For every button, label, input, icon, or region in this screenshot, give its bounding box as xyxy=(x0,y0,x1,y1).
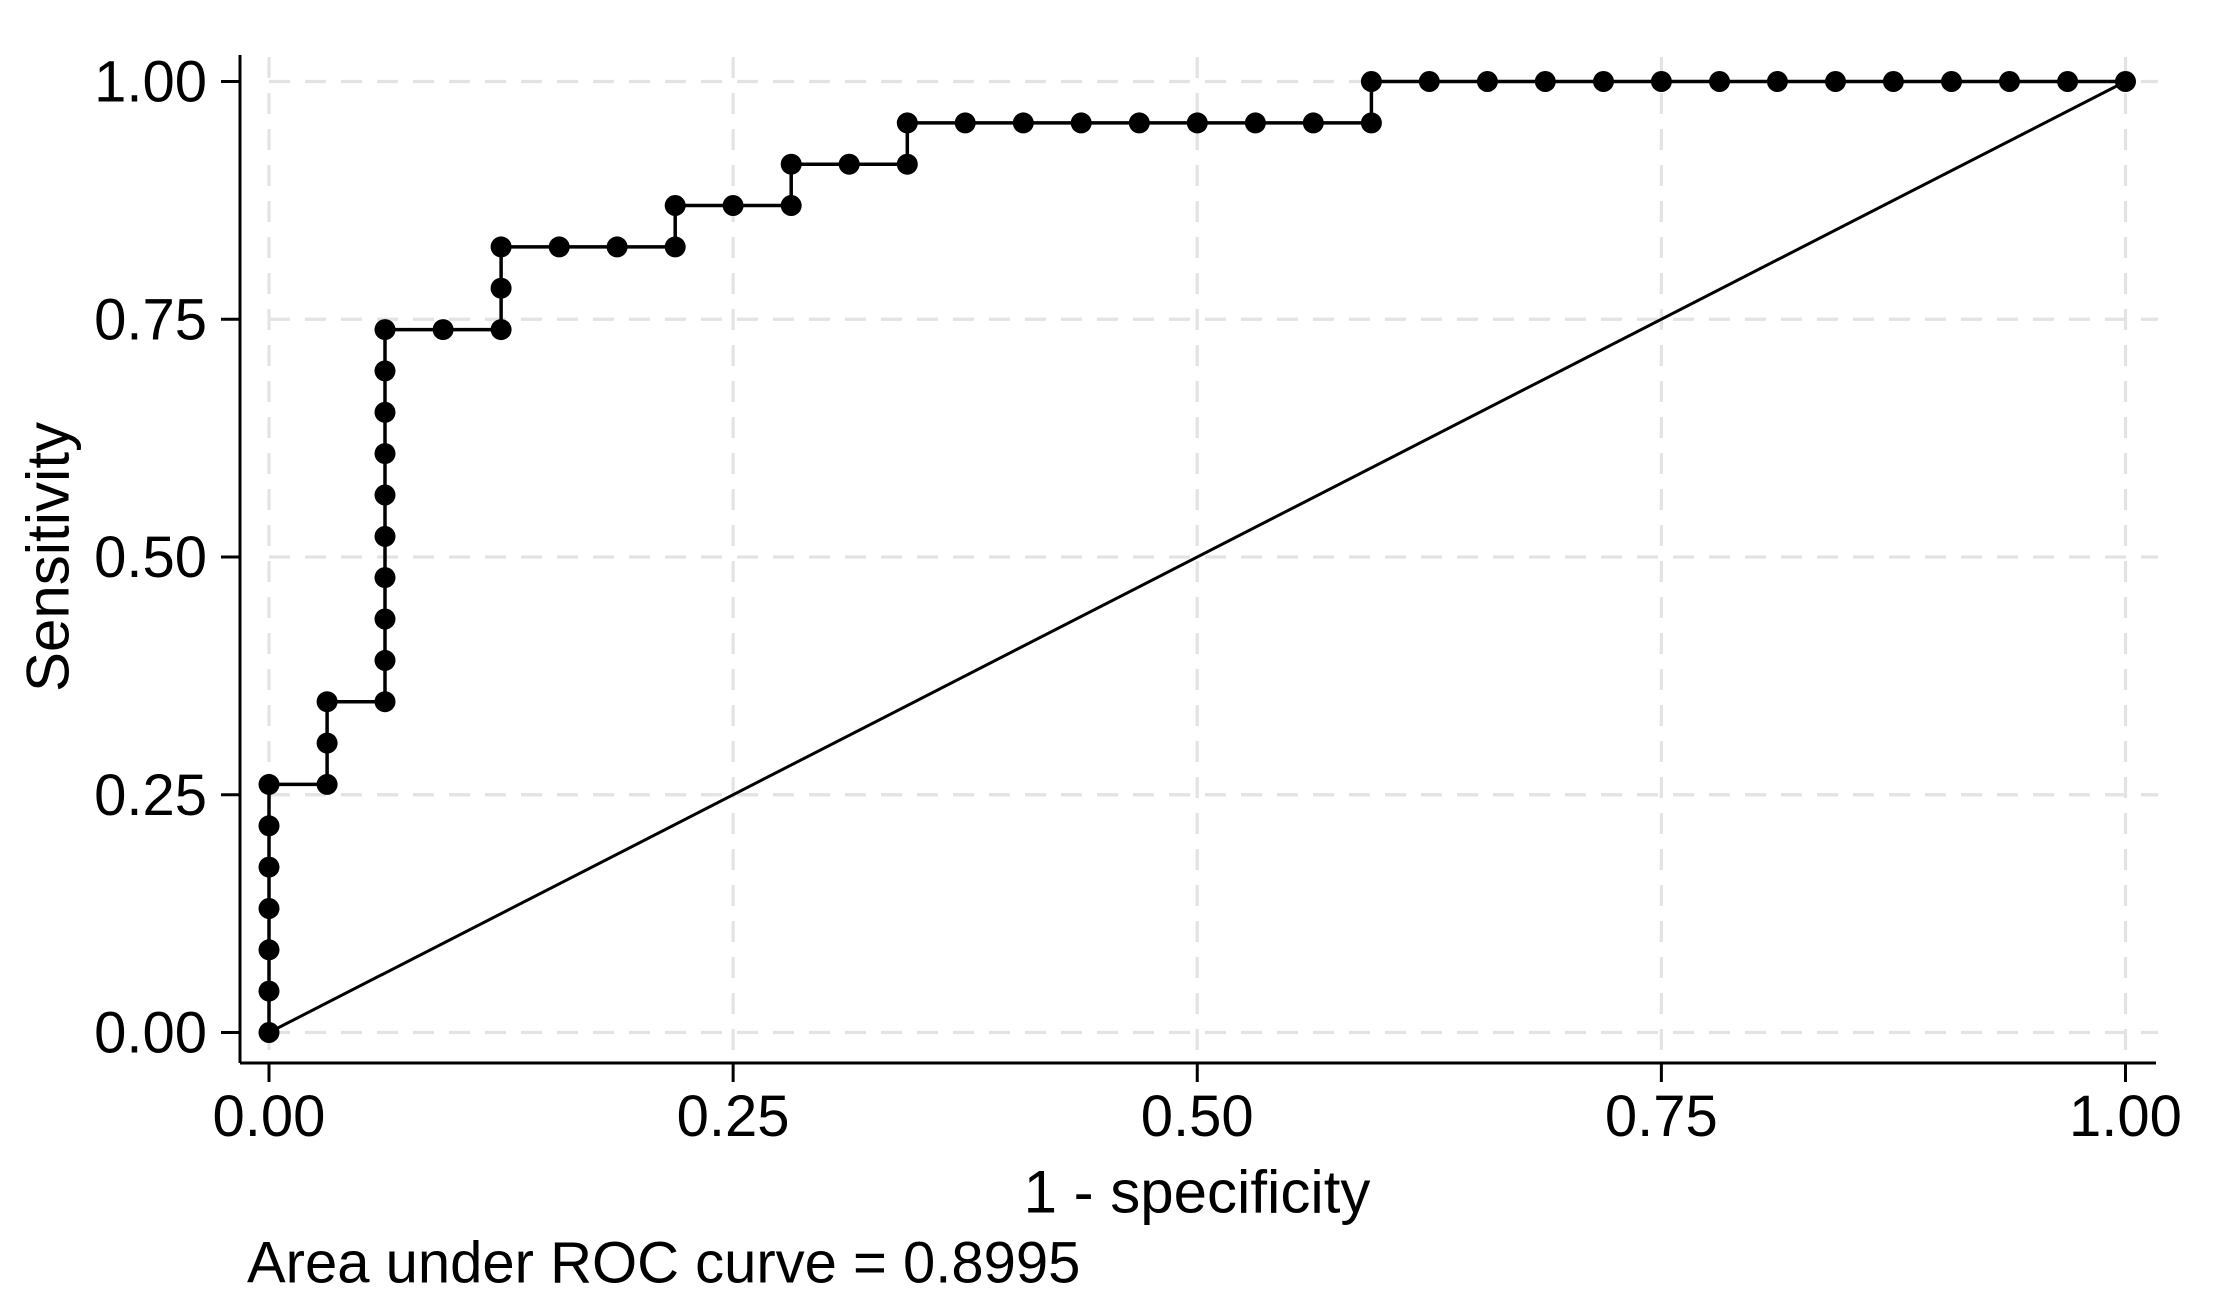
x-tick-label: 0.00 xyxy=(213,1084,326,1149)
y-axis-title: Sensitivity xyxy=(14,421,82,693)
roc-point-marker xyxy=(1941,71,1962,92)
roc-curve xyxy=(258,71,2136,1043)
roc-point-marker xyxy=(1418,71,1440,92)
roc-point-marker xyxy=(1070,112,1092,134)
roc-point-marker xyxy=(374,360,396,382)
roc-point-marker xyxy=(1650,71,1672,92)
roc-point-marker xyxy=(490,277,512,299)
roc-point-marker xyxy=(374,319,396,341)
roc-point-marker xyxy=(374,649,396,671)
x-tick-label: 1.00 xyxy=(2069,1084,2182,1149)
roc-point-marker xyxy=(2115,71,2136,92)
roc-point-marker xyxy=(606,236,628,258)
roc-point-marker xyxy=(1128,112,1150,134)
roc-point-marker xyxy=(1244,112,1266,134)
gridlines xyxy=(267,57,2158,1063)
roc-point-marker xyxy=(1766,71,1788,92)
roc-point-marker xyxy=(258,898,280,919)
roc-point-marker xyxy=(1882,71,1904,92)
y-tick-label: 0.00 xyxy=(94,1001,207,1066)
x-tick-label: 0.25 xyxy=(677,1084,790,1149)
x-tick-label: 0.75 xyxy=(1605,1084,1718,1149)
roc-point-marker xyxy=(258,773,280,795)
roc-point-marker xyxy=(722,195,744,216)
y-tick-label: 0.50 xyxy=(94,525,207,590)
roc-point-marker xyxy=(1999,71,2020,92)
roc-point-marker xyxy=(374,443,396,465)
roc-point-marker xyxy=(1302,112,1324,134)
roc-point-marker xyxy=(896,153,918,175)
roc-point-marker xyxy=(1360,71,1382,92)
roc-point-marker xyxy=(954,112,976,134)
roc-point-marker xyxy=(664,195,686,216)
roc-point-marker xyxy=(548,236,570,258)
roc-point-marker xyxy=(316,773,338,795)
roc-point-marker xyxy=(374,401,396,423)
roc-point-marker xyxy=(258,980,280,1002)
roc-point-marker xyxy=(258,856,280,878)
roc-point-marker xyxy=(316,691,338,713)
roc-point-marker xyxy=(316,732,338,754)
roc-point-marker xyxy=(1476,71,1498,92)
y-tick-label: 1.00 xyxy=(94,50,207,115)
reference-diagonal xyxy=(268,80,2127,1034)
roc-point-marker xyxy=(1709,71,1730,92)
roc-point-marker xyxy=(374,525,396,547)
roc-point-marker xyxy=(2057,71,2079,92)
roc-point-marker xyxy=(258,815,280,837)
roc-point-marker xyxy=(258,1022,280,1043)
axes xyxy=(221,55,2156,1082)
roc-point-marker xyxy=(374,608,396,630)
roc-point-marker xyxy=(838,153,860,175)
roc-point-marker xyxy=(896,112,918,134)
roc-point-marker xyxy=(1534,71,1556,92)
roc-point-marker xyxy=(258,939,280,961)
roc-point-marker xyxy=(780,195,802,216)
chance-diagonal-line xyxy=(268,80,2127,1034)
auc-annotation: Area under ROC curve = 0.8995 xyxy=(247,1230,1081,1296)
x-tick-label: 0.50 xyxy=(1141,1084,1254,1149)
roc-point-marker xyxy=(780,153,802,175)
roc-point-marker xyxy=(490,236,512,258)
roc-point-marker xyxy=(1825,71,1846,92)
y-tick-label: 0.25 xyxy=(94,763,207,828)
roc-point-marker xyxy=(1186,112,1208,134)
roc-point-marker xyxy=(664,236,686,258)
roc-point-marker xyxy=(432,319,454,341)
y-tick-label: 0.75 xyxy=(94,287,207,352)
x-axis-title: 1 - specificity xyxy=(1023,1158,1371,1226)
roc-point-marker xyxy=(374,691,396,713)
roc-point-marker xyxy=(374,567,396,589)
roc-point-marker xyxy=(1012,112,1034,134)
roc-point-marker xyxy=(374,484,396,506)
roc-point-marker xyxy=(490,319,512,341)
roc-point-marker xyxy=(1360,112,1382,134)
tick-labels: 0.00 0.25 0.50 0.75 1.00 0.00 0.25 0.50 0.75 1.00 xyxy=(94,50,2182,1150)
roc-point-marker xyxy=(1593,71,1614,92)
